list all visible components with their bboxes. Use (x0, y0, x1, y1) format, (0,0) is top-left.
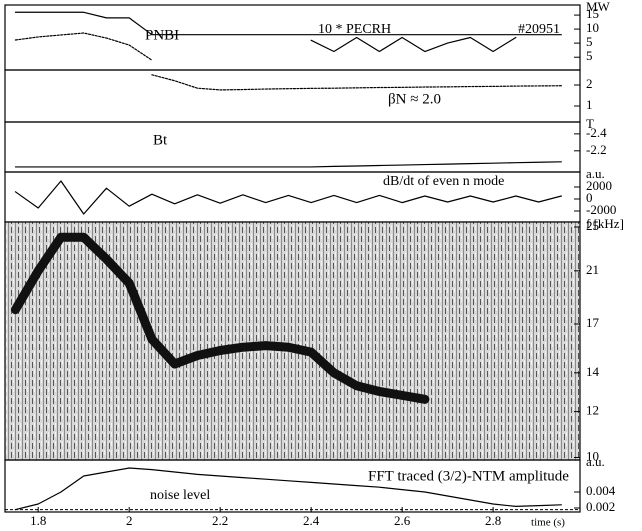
trace (14, 467, 562, 511)
trace (14, 180, 562, 215)
y-tick-label: -2.4 (586, 125, 607, 140)
y-tick-label: 14 (586, 364, 600, 379)
panel-frame (4, 69, 581, 123)
annotation: FFT traced (3/2)-NTM amplitude (368, 468, 569, 484)
y-tick-label: 5 (586, 34, 593, 49)
x-tick-label: 2.4 (303, 513, 320, 528)
trace (14, 32, 153, 61)
y-tick-label: 25 (586, 218, 599, 233)
unit-label: a.u. (586, 454, 605, 469)
y-tick-label: 2000 (586, 178, 612, 193)
annotation: βN ≈ 2.0 (388, 91, 441, 107)
unit-label: T (586, 116, 594, 131)
y-tick-label: 2 (586, 76, 593, 91)
y-tick-label: -2.2 (586, 142, 607, 157)
x-tick-label: 2.2 (212, 513, 228, 528)
y-tick-label: 21 (586, 262, 599, 277)
panel-frame (4, 459, 581, 513)
annotation: noise level (150, 488, 210, 503)
y-tick-label: 0 (586, 190, 593, 205)
y-tick-label: 0.004 (586, 483, 616, 498)
annotation: dB/dt of even n mode (383, 174, 504, 189)
y-tick-label: 12 (586, 403, 599, 418)
annotation: 10 * PECRH (318, 22, 391, 37)
y-tick-label: -2000 (586, 202, 616, 217)
trace (14, 161, 562, 168)
x-tick-label: 2 (126, 513, 133, 528)
y-tick-label: 17 (586, 315, 600, 330)
spectrogram-background (5, 222, 580, 460)
unit-label: a.u. (586, 166, 605, 181)
x-tick-label: 1.8 (30, 513, 46, 528)
y-tick-label: 15 (586, 6, 599, 21)
x-tick-label: 2.6 (394, 513, 411, 528)
y-tick-label: 5 (586, 48, 593, 63)
annotation: Bt (153, 132, 168, 148)
x-tick-label: 2.8 (485, 513, 501, 528)
unit-label: f [kHz] (586, 216, 624, 231)
x-axis-label: time (s) (531, 517, 565, 529)
mode-ridge (10, 232, 430, 404)
y-tick-label: 10 (586, 20, 599, 35)
trace (310, 36, 517, 53)
y-tick-label: 1 (586, 97, 593, 112)
y-tick-label: 10 (586, 448, 599, 463)
trace (151, 74, 562, 91)
annotation: #20951 (518, 22, 560, 37)
panel-frame (4, 121, 581, 173)
y-tick-label: 0.002 (586, 499, 615, 514)
trace (14, 11, 562, 36)
annotation: PNBI (145, 27, 179, 43)
unit-label: MW (586, 0, 611, 14)
